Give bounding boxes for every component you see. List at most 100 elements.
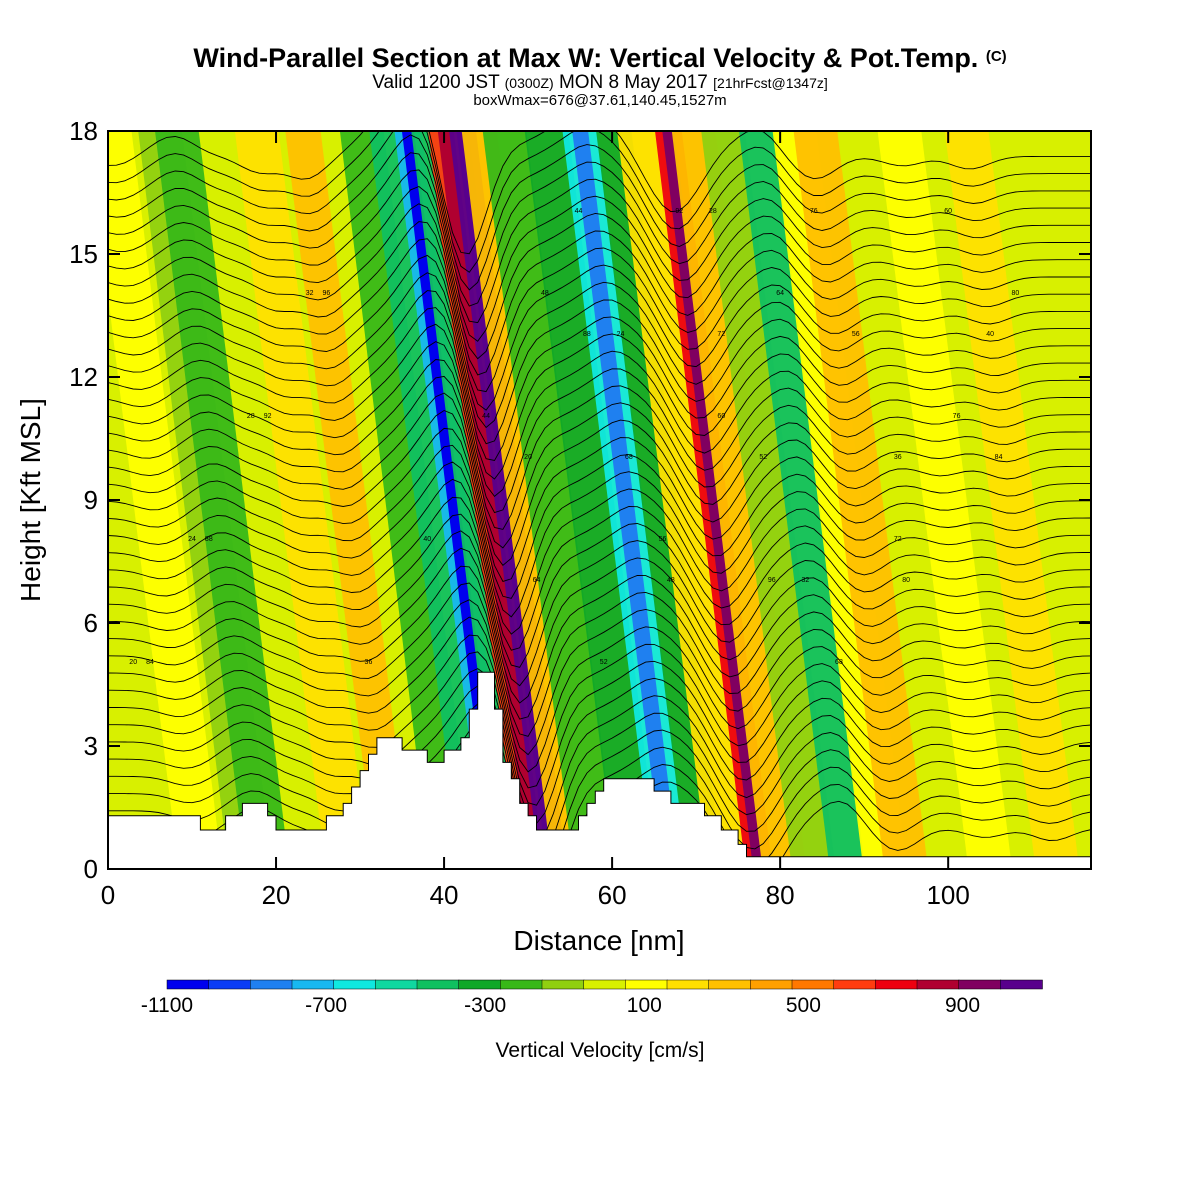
isentrope-label: 24 (617, 331, 625, 338)
isentrope-line (108, 582, 1091, 756)
isentrope-line (108, 341, 1091, 514)
isentrope-line (108, 221, 1091, 393)
isentrope-label: 40 (986, 331, 994, 338)
isentrope-line (108, 375, 1091, 549)
isentrope-line (108, 720, 1091, 869)
colorbar-label: -300 (464, 994, 506, 1017)
isentrope-label: 44 (575, 208, 583, 215)
isentrope-line (108, 290, 1091, 462)
isentrope-line (108, 444, 1091, 618)
colorbar-swatch (958, 979, 1002, 990)
isentrope-line (108, 131, 1091, 291)
velocity-band (617, 131, 752, 869)
isentrope-label: 72 (894, 536, 902, 543)
chart-header: Wind-Parallel Section at Max W: Vertical… (0, 42, 1200, 109)
isentrope-label: 56 (659, 536, 667, 543)
velocity-band (482, 131, 618, 869)
isentrope-line (108, 131, 1091, 273)
isentrope-label: 36 (365, 659, 373, 666)
isentrope-line (108, 478, 1091, 651)
velocity-band (877, 131, 1012, 869)
isentrope-line (108, 513, 1091, 687)
isentrope-line (108, 152, 1091, 324)
y-tick-label: 3 (84, 731, 98, 761)
colorbar-swatch (375, 979, 418, 990)
isentrope-label: 80 (1011, 290, 1019, 297)
colorbar-swatch (875, 979, 918, 990)
isentrope-label: 60 (717, 413, 725, 420)
isentrope-line (108, 185, 1091, 360)
colorbar-swatch (916, 979, 960, 990)
y-tick-label: 0 (84, 854, 98, 884)
box-info: boxWmax=676@37.61,140.45,1527m (473, 92, 727, 109)
colorbar-swatch (291, 979, 335, 990)
y-tick-label: 15 (69, 239, 98, 269)
velocity-band (108, 131, 223, 869)
x-axis: 0 20 40 60 80 100 (101, 131, 970, 910)
isentrope-line (108, 530, 1091, 704)
isentrope-line (108, 203, 1091, 376)
terrain (108, 671, 1091, 869)
colorbar-swatch (750, 979, 793, 990)
colorbar-swatch (791, 979, 835, 990)
valid-time: Valid 1200 JST (0300Z) MON 8 May 2017 [2… (372, 72, 828, 93)
isentrope-line (108, 272, 1091, 445)
isentrope-line (108, 131, 1091, 255)
x-axis-title: Distance [nm] (513, 925, 684, 956)
colorbar-label: 100 (627, 994, 662, 1017)
colorbar-title: Vertical Velocity [cm/s] (496, 1039, 705, 1062)
x-tick-label: 100 (926, 880, 969, 910)
colorbar-swatch (416, 979, 460, 990)
velocity-band (524, 131, 660, 869)
isentrope-label: 44 (482, 413, 490, 420)
colorbar-label: -1100 (141, 994, 193, 1017)
isentrope-label: 20 (129, 659, 137, 666)
isentrope-label: 84 (146, 659, 154, 666)
colorbar-swatch (541, 979, 585, 990)
velocity-core (572, 131, 679, 869)
velocity-band (285, 131, 412, 869)
isentrope-line (108, 496, 1091, 668)
isentrope-label: 68 (835, 659, 843, 666)
isentrope-label: 64 (533, 577, 541, 584)
colorbar-swatch (333, 979, 377, 990)
potential-temperature-contours: 20 20 24 24 28 28 32 32 36 36 40 40 44 44 48 48 52 52 56 56… (108, 131, 1091, 869)
colorbar-swatch (833, 979, 877, 990)
isentrope-label: 48 (667, 577, 675, 584)
isentrope-line (108, 547, 1091, 720)
isentrope-line (108, 427, 1091, 599)
isentrope-label: 84 (995, 454, 1003, 461)
isentrope-label: 60 (944, 208, 952, 215)
isentrope-line (108, 392, 1091, 566)
y-tick-label: 12 (69, 362, 98, 392)
isentrope-line (108, 461, 1091, 635)
colorbar-swatch (500, 979, 543, 990)
colorbar-swatch (666, 979, 710, 990)
isentrope-label: 20 (524, 454, 532, 461)
isentrope-line (108, 565, 1091, 737)
plot-area: 20 20 24 24 28 28 32 32 36 36 40 40 44 44 48 48 52 52 56 56… (108, 131, 1091, 869)
isentrope-line (108, 685, 1091, 858)
isentrope-line (108, 323, 1091, 498)
isentrope-label: 88 (583, 331, 591, 338)
isentrope-label: 96 (768, 577, 776, 584)
y-axis-title: Height [Kft MSL] (15, 398, 46, 602)
colorbar: -1100 -700 -300 100 500 900 (141, 979, 1043, 1017)
isentrope-label: 28 (709, 208, 717, 215)
velocity-field (108, 131, 1080, 869)
isentrope-label: 52 (759, 454, 767, 461)
velocity-band (944, 131, 1080, 869)
colorbar-label: 500 (786, 994, 821, 1017)
colorbar-swatch (250, 979, 293, 990)
isentrope-label: 64 (776, 290, 784, 297)
colorbar-swatch (708, 979, 752, 990)
x-tick-label: 40 (430, 880, 459, 910)
isentrope-line (108, 409, 1091, 582)
y-tick-label: 6 (84, 608, 98, 638)
isentrope-line (108, 634, 1091, 806)
isentrope-label: 76 (810, 208, 818, 215)
isentrope-label: 24 (188, 536, 196, 543)
colorbar-swatch (625, 979, 668, 990)
